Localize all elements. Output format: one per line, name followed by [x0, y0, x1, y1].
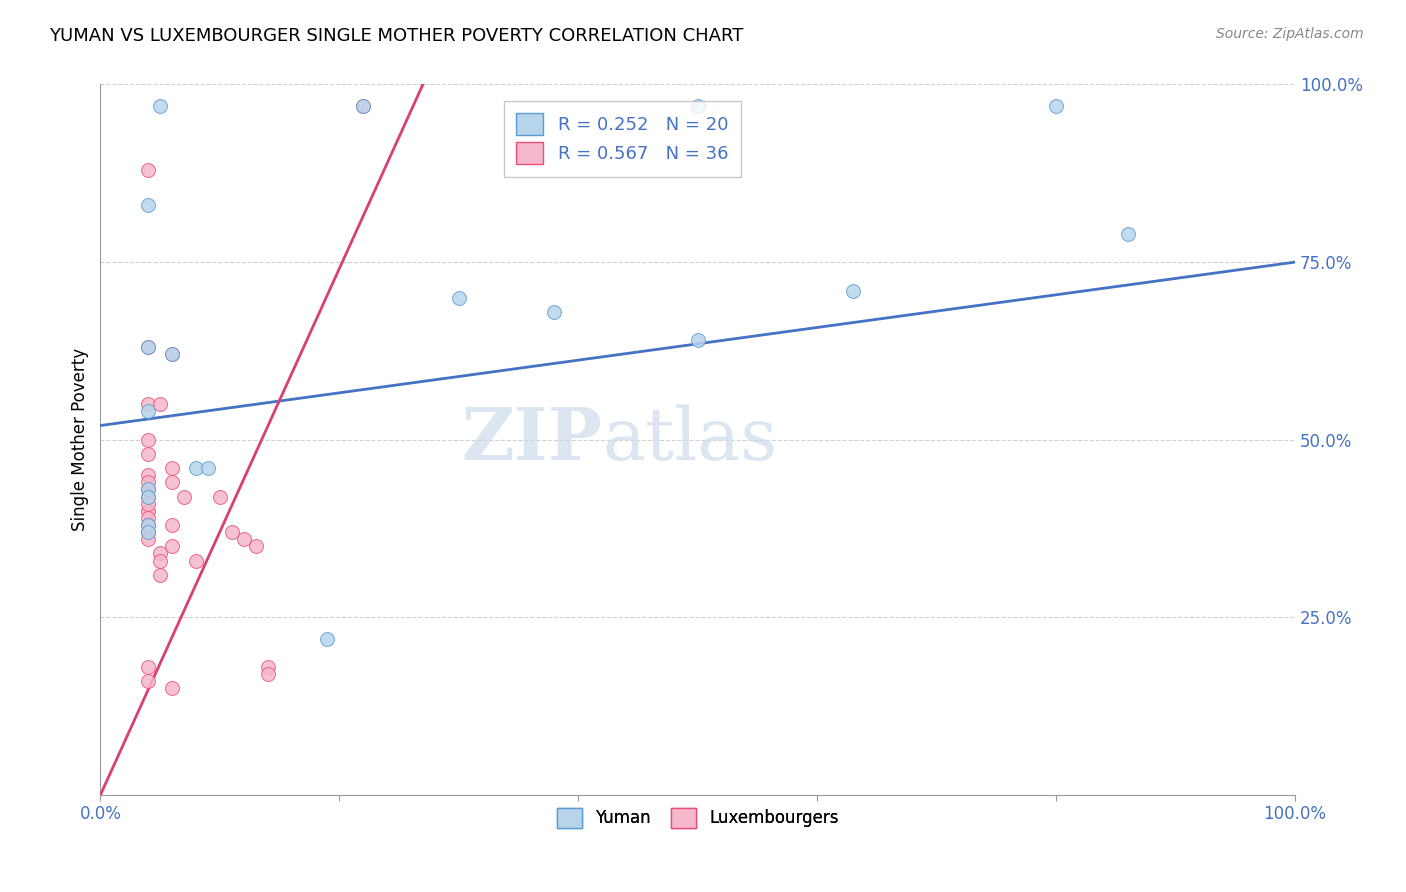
Point	[136, 340, 159, 354]
Point	[136, 490, 159, 504]
Point	[221, 525, 243, 540]
Point	[136, 483, 159, 497]
Point	[136, 518, 159, 533]
Point	[1045, 99, 1067, 113]
Point	[149, 397, 172, 411]
Point	[160, 539, 183, 553]
Point	[136, 198, 159, 212]
Point	[1116, 227, 1139, 241]
Point	[256, 667, 278, 681]
Point	[136, 468, 159, 483]
Point	[136, 497, 159, 511]
Point	[149, 553, 172, 567]
Point	[136, 397, 159, 411]
Point	[686, 333, 709, 347]
Point	[136, 674, 159, 689]
Point	[160, 518, 183, 533]
Point	[136, 511, 159, 525]
Point	[184, 553, 207, 567]
Point	[352, 99, 374, 113]
Point	[160, 347, 183, 361]
Point	[149, 99, 172, 113]
Point	[543, 305, 565, 319]
Point	[160, 475, 183, 490]
Text: atlas: atlas	[602, 404, 778, 475]
Point	[316, 632, 339, 646]
Point	[136, 525, 159, 540]
Text: YUMAN VS LUXEMBOURGER SINGLE MOTHER POVERTY CORRELATION CHART: YUMAN VS LUXEMBOURGER SINGLE MOTHER POVE…	[49, 27, 744, 45]
Point	[149, 567, 172, 582]
Text: Source: ZipAtlas.com: Source: ZipAtlas.com	[1216, 27, 1364, 41]
Point	[184, 461, 207, 475]
Point	[136, 162, 159, 177]
Point	[256, 660, 278, 674]
Point	[136, 340, 159, 354]
Point	[447, 291, 470, 305]
Legend: Yuman, Luxembourgers: Yuman, Luxembourgers	[548, 799, 846, 837]
Point	[208, 490, 231, 504]
Point	[136, 533, 159, 547]
Point	[197, 461, 219, 475]
Point	[232, 533, 254, 547]
Point	[136, 490, 159, 504]
Point	[686, 99, 709, 113]
Point	[136, 475, 159, 490]
Point	[136, 518, 159, 533]
Point	[136, 525, 159, 540]
Point	[160, 347, 183, 361]
Text: ZIP: ZIP	[461, 404, 602, 475]
Point	[136, 660, 159, 674]
Point	[136, 504, 159, 518]
Point	[149, 546, 172, 560]
Point	[842, 284, 865, 298]
Point	[173, 490, 195, 504]
Point	[160, 681, 183, 696]
Point	[160, 461, 183, 475]
Point	[136, 404, 159, 418]
Point	[136, 433, 159, 447]
Point	[352, 99, 374, 113]
Point	[245, 539, 267, 553]
Y-axis label: Single Mother Poverty: Single Mother Poverty	[72, 348, 89, 532]
Point	[136, 483, 159, 497]
Point	[136, 447, 159, 461]
